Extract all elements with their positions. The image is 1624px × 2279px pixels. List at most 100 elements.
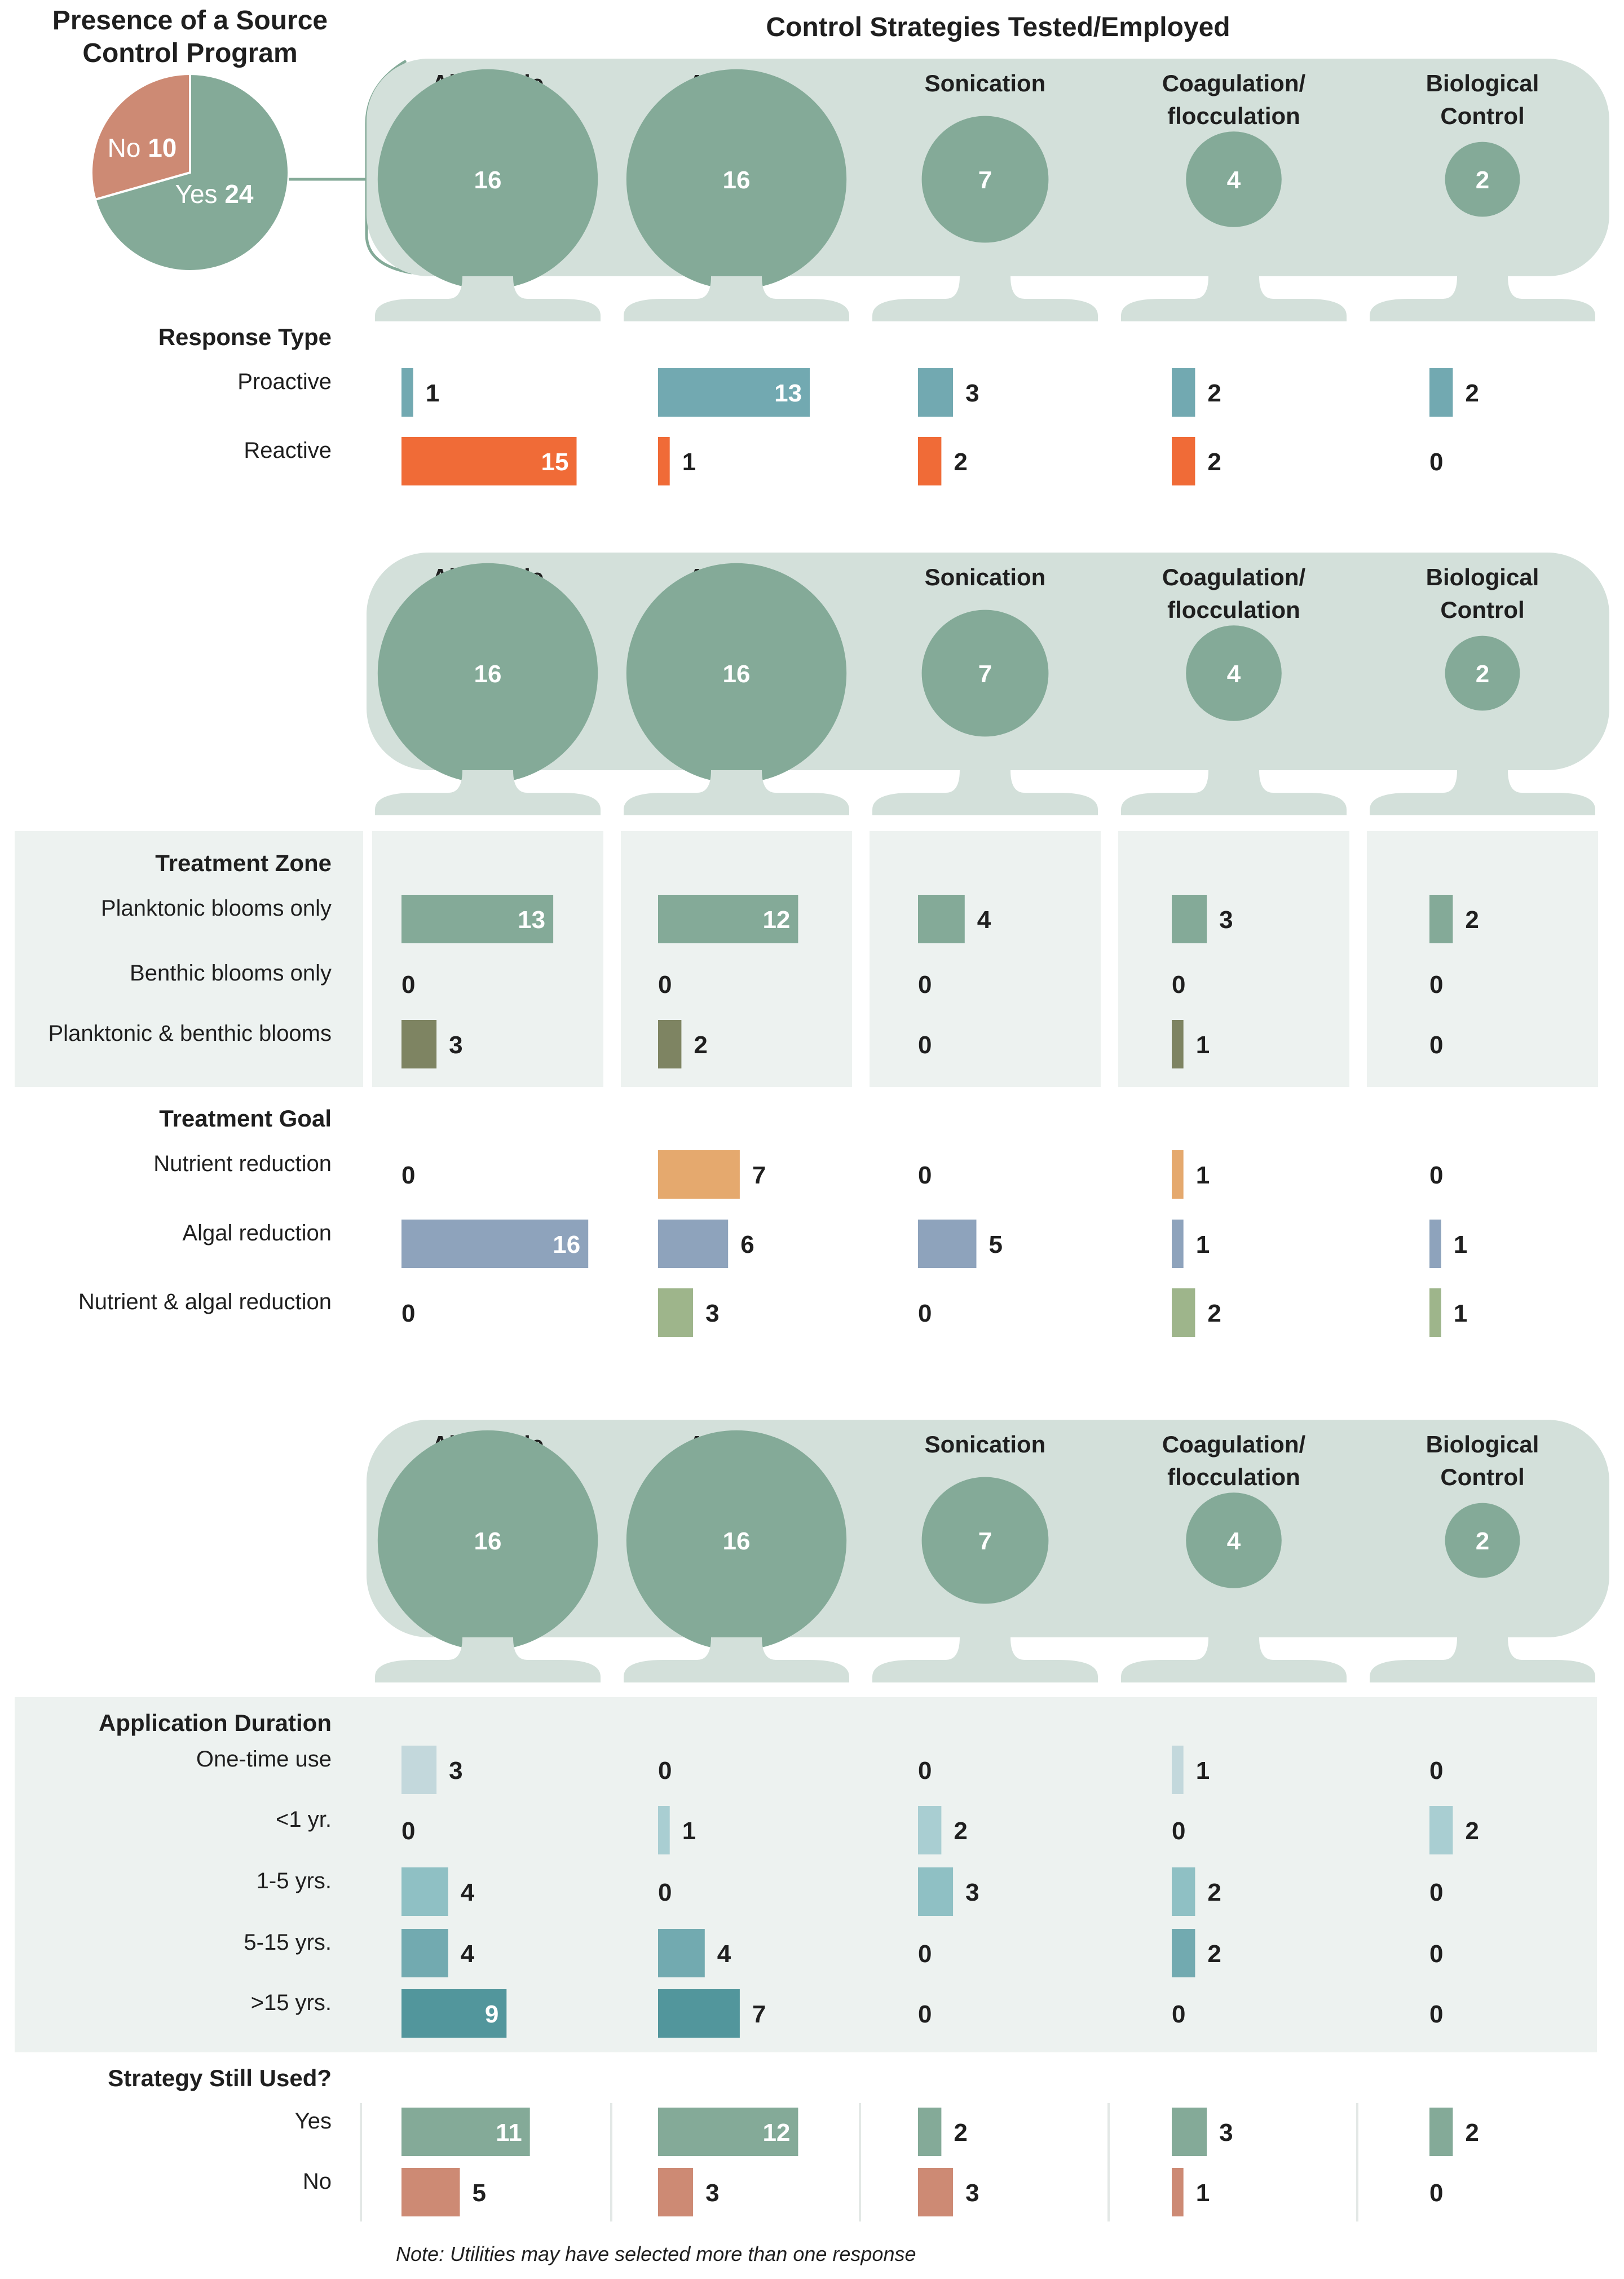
bar-value-label: 0	[918, 1161, 932, 1189]
bar-value-label: 3	[1219, 906, 1233, 934]
bar	[658, 1020, 682, 1068]
bar-value-label: 1	[682, 448, 696, 476]
treatment-zone-label-bg	[15, 831, 363, 1087]
bar	[918, 895, 965, 943]
bar	[918, 2108, 942, 2156]
bar-value-label: 0	[1172, 1817, 1185, 1845]
row-label: One-time use	[196, 1747, 332, 1772]
bar-value-label: 1	[426, 379, 439, 407]
strategy-count-circle	[1445, 1503, 1520, 1578]
bar	[1429, 1288, 1441, 1337]
bar	[401, 1746, 437, 1794]
section-title: Treatment Zone	[155, 850, 332, 876]
bar	[658, 1929, 705, 1977]
pie-label-yes-name: Yes	[175, 179, 225, 209]
bar-value-label: 0	[401, 1161, 415, 1189]
strategy-connector	[375, 276, 601, 321]
footnote: Note: Utilities may have selected more t…	[396, 2242, 916, 2265]
row-label: Benthic blooms only	[130, 961, 332, 986]
bar-value-label: 0	[1429, 1161, 1443, 1189]
bar	[1429, 895, 1453, 943]
bar-value-label: 0	[1429, 2000, 1443, 2028]
bar	[658, 1288, 694, 1337]
strategy-count-circle	[626, 69, 847, 290]
bar	[658, 1150, 740, 1199]
bar-value-label: 4	[977, 906, 991, 934]
strategy-count-circle	[377, 563, 598, 784]
section-title: Strategy Still Used?	[108, 2065, 332, 2091]
row-label: No	[303, 2169, 332, 2194]
treatment-zone-column-bg	[870, 831, 1101, 1087]
bar	[1172, 895, 1207, 943]
bar	[401, 1929, 448, 1977]
strategy-name: Sonication	[925, 1431, 1046, 1458]
bar	[1172, 1150, 1184, 1199]
strategy-name: Control	[1440, 597, 1524, 623]
strategy-connector	[872, 770, 1098, 815]
pie-slice-yes	[94, 72, 290, 272]
strategy-connector	[1370, 276, 1595, 321]
bar-value-label: 2	[1207, 448, 1221, 476]
bar	[1172, 1220, 1184, 1268]
bar-value-label: 2	[1207, 1879, 1221, 1906]
bar-value-label: 16	[553, 1231, 580, 1258]
bar-value-label: 0	[918, 1031, 932, 1059]
bar-value-label: 2	[1465, 379, 1479, 407]
strategy-count: 4	[1227, 166, 1241, 194]
strategy-count-circle	[626, 1430, 847, 1651]
row-label: Yes	[295, 2109, 332, 2134]
bar-value-label: 2	[954, 2119, 967, 2146]
bar	[918, 368, 954, 417]
strategy-connector	[624, 770, 849, 815]
bar-value-label: 0	[1429, 1031, 1443, 1059]
bar-value-label: 0	[918, 1300, 932, 1327]
strategy-count: 2	[1476, 1527, 1489, 1555]
bar-value-label: 1	[1196, 1231, 1210, 1258]
strategy-count-circle	[377, 69, 598, 290]
bar-value-label: 0	[1429, 1940, 1443, 1968]
bar-value-label: 0	[1429, 971, 1443, 999]
strategy-count: 16	[474, 660, 502, 688]
bar	[658, 368, 810, 417]
section-title: Application Duration	[99, 1710, 332, 1736]
row-label: Nutrient & algal reduction	[78, 1289, 332, 1314]
strategy-connector	[624, 1637, 849, 1682]
bar-value-label: 2	[1465, 1817, 1479, 1845]
bar	[658, 1806, 670, 1854]
strategy-count: 16	[474, 166, 502, 194]
bar-value-label: 0	[658, 1879, 672, 1906]
row-label: Planktonic blooms only	[101, 896, 332, 921]
pie-label-no-name: No	[108, 133, 148, 162]
bar-value-label: 0	[1429, 448, 1443, 476]
strategy-panel-3: Algaecide16Aeration16Sonication7Coagulat…	[367, 1420, 1609, 1682]
section-title: Response Type	[158, 324, 332, 350]
bar-value-label: 12	[762, 2119, 790, 2146]
strategy-connector	[872, 1637, 1098, 1682]
treatment-zone-column-bg	[1118, 831, 1349, 1087]
bar	[401, 1989, 507, 2038]
strategy-count: 7	[978, 660, 992, 688]
strategy-count: 16	[723, 660, 751, 688]
strategy-count-circle	[1445, 142, 1520, 217]
bar	[401, 1020, 437, 1068]
bar-value-label: 6	[740, 1231, 754, 1258]
bar-value-label: 1	[1454, 1231, 1467, 1258]
strategy-count: 4	[1227, 1527, 1241, 1555]
strategy-count-circle	[1186, 1492, 1282, 1588]
row-label: Nutrient reduction	[153, 1151, 332, 1176]
strategy-count-circle	[921, 116, 1049, 243]
bar	[658, 1220, 729, 1268]
bar-value-label: 2	[1207, 1300, 1221, 1327]
bar-value-label: 1	[1196, 1031, 1210, 1059]
strategy-connector	[1121, 276, 1347, 321]
bar-value-label: 0	[1429, 2179, 1443, 2207]
bar	[658, 1989, 740, 2038]
section-strategy-still-used-: Strategy Still Used? Yes 11 12 2 3 2 No 5 3 3 1 0	[108, 2065, 1479, 2216]
bar	[1172, 1746, 1184, 1794]
bar-value-label: 11	[496, 2119, 522, 2146]
row-label: Proactive	[237, 369, 332, 394]
bar	[1172, 1867, 1195, 1916]
bar-value-label: 3	[965, 2179, 979, 2207]
strategy-count: 16	[723, 166, 751, 194]
